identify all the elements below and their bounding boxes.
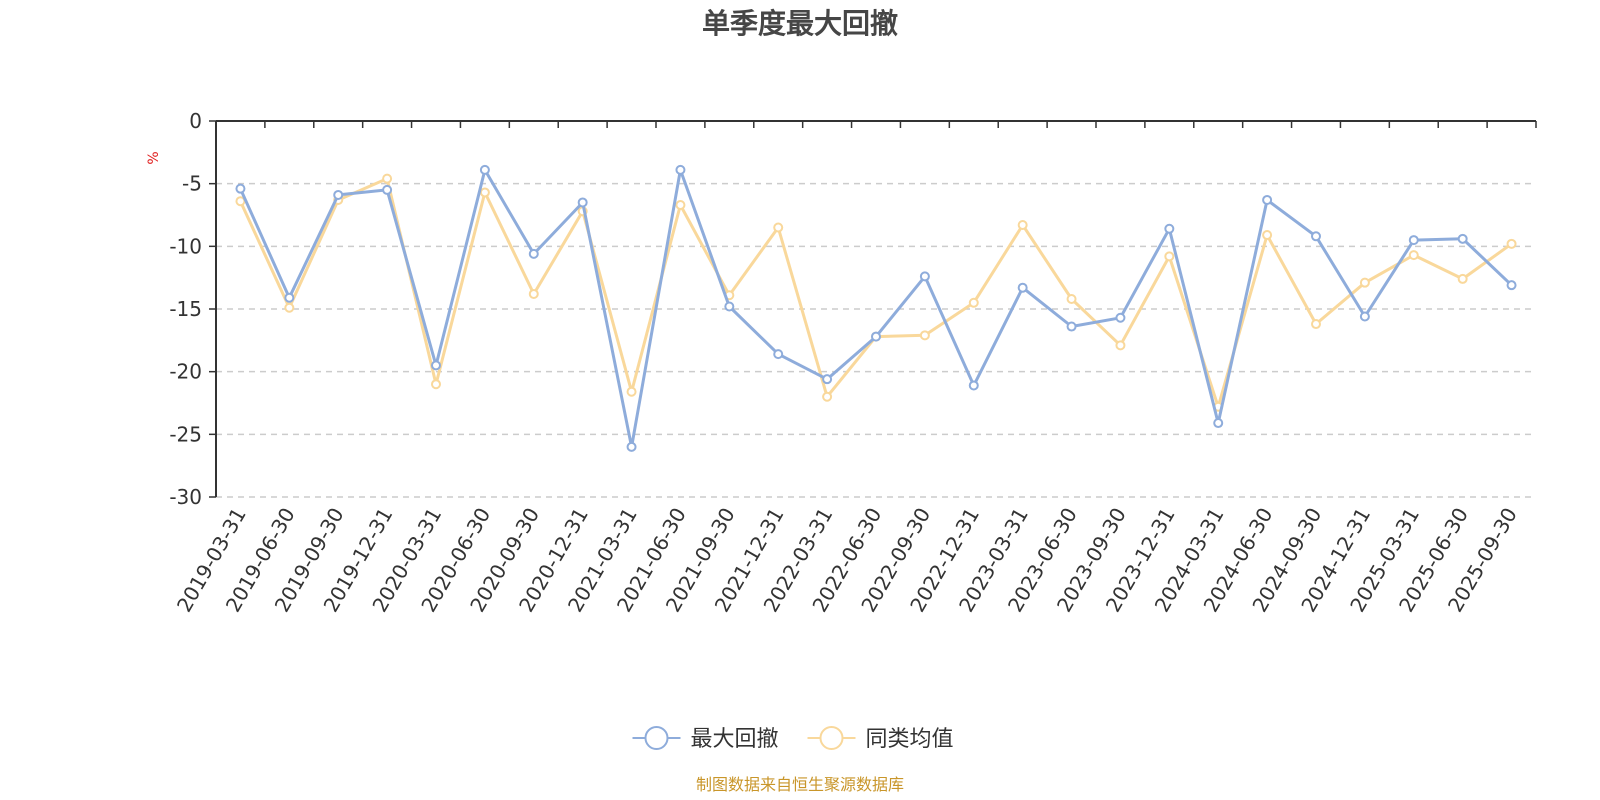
data-point[interactable] xyxy=(1506,238,1517,249)
data-point[interactable] xyxy=(1066,293,1077,304)
data-point[interactable] xyxy=(675,199,686,210)
data-point[interactable] xyxy=(724,301,735,312)
data-point[interactable] xyxy=(235,183,246,194)
y-tick-label: -30 xyxy=(169,485,202,509)
y-tick-label: 0 xyxy=(189,109,202,133)
data-point[interactable] xyxy=(1408,235,1419,246)
data-point[interactable] xyxy=(1457,233,1468,244)
grid-lines xyxy=(216,182,1536,498)
legend-marker-icon xyxy=(644,726,669,750)
data-point[interactable] xyxy=(1164,251,1175,262)
data-point[interactable] xyxy=(1311,231,1321,242)
data-point[interactable] xyxy=(968,380,979,391)
y-tick-label: -15 xyxy=(169,297,202,321)
data-point[interactable] xyxy=(1115,340,1126,351)
y-tick-label: -25 xyxy=(169,422,202,446)
data-point[interactable] xyxy=(1359,311,1370,322)
data-point[interactable] xyxy=(1457,273,1468,284)
data-point[interactable] xyxy=(479,164,490,175)
y-tick-label: -20 xyxy=(169,360,202,384)
legend-item[interactable]: 最大回撤 xyxy=(632,726,779,752)
data-point[interactable] xyxy=(1066,321,1077,332)
data-point[interactable] xyxy=(626,386,637,397)
chart-title: 单季度最大回撤 xyxy=(702,7,898,40)
data-point[interactable] xyxy=(773,349,784,360)
legend-item[interactable]: 同类均值 xyxy=(807,726,954,752)
data-point[interactable] xyxy=(382,184,393,195)
data-point[interactable] xyxy=(1311,319,1321,330)
data-point[interactable] xyxy=(528,288,539,299)
data-point[interactable] xyxy=(919,271,930,282)
data-point[interactable] xyxy=(1164,223,1175,234)
legend-marker-icon xyxy=(819,726,844,750)
data-point[interactable] xyxy=(431,360,441,371)
data-point[interactable] xyxy=(333,189,344,200)
data-point[interactable] xyxy=(919,330,930,341)
series-2 xyxy=(235,173,1517,412)
data-point[interactable] xyxy=(528,248,539,259)
data-point[interactable] xyxy=(284,292,295,303)
data-point[interactable] xyxy=(773,222,784,233)
y-tick-label: -5 xyxy=(182,172,202,196)
data-point[interactable] xyxy=(1262,194,1273,205)
data-point[interactable] xyxy=(577,197,588,208)
data-point[interactable] xyxy=(675,164,686,175)
source-note: 制图数据来自恒生聚源数据库 xyxy=(696,775,904,794)
data-point[interactable] xyxy=(871,331,881,342)
data-point[interactable] xyxy=(1017,282,1028,293)
legend-label: 最大回撤 xyxy=(691,727,779,752)
series-1 xyxy=(235,164,1517,452)
y-tick-label: -10 xyxy=(169,234,202,258)
data-point[interactable] xyxy=(822,391,833,402)
data-point[interactable] xyxy=(968,297,979,308)
data-point[interactable] xyxy=(1408,250,1419,261)
data-point[interactable] xyxy=(626,441,637,452)
data-point[interactable] xyxy=(1359,277,1370,288)
data-point[interactable] xyxy=(284,302,295,313)
data-point[interactable] xyxy=(1213,418,1224,429)
y-axis-unit: % xyxy=(146,151,162,164)
series-lines xyxy=(235,164,1517,452)
data-point[interactable] xyxy=(431,379,441,390)
legend-label: 同类均值 xyxy=(866,727,954,752)
data-point[interactable] xyxy=(1115,312,1126,323)
series-line xyxy=(238,177,1514,409)
data-point[interactable] xyxy=(822,374,833,385)
data-point[interactable] xyxy=(1262,230,1273,241)
data-point[interactable] xyxy=(1017,220,1028,231)
data-point[interactable] xyxy=(382,173,393,184)
data-point[interactable] xyxy=(479,187,490,198)
data-point[interactable] xyxy=(1506,280,1517,291)
legend[interactable]: 最大回撤 同类均值 xyxy=(632,726,954,752)
